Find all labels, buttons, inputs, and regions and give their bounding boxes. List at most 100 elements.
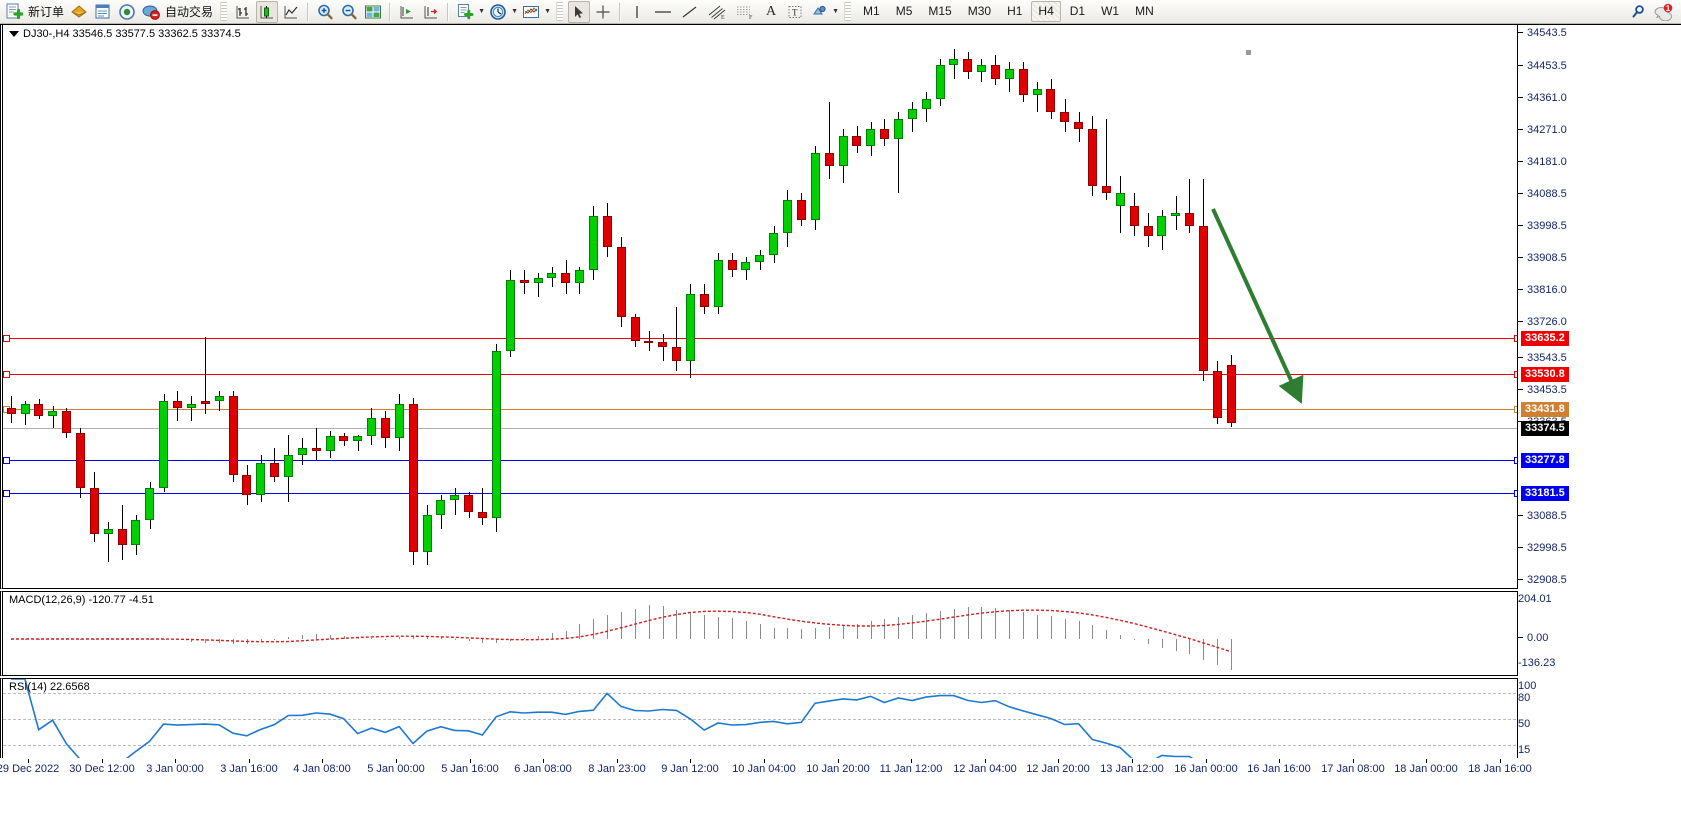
indicators-button[interactable]: [454, 1, 476, 23]
candle-body: [1185, 213, 1194, 227]
toolbar-grip[interactable]: [220, 2, 228, 21]
macd-histogram-bar: [316, 633, 317, 639]
chart-shift-button[interactable]: [396, 1, 418, 23]
level-line-resistance-upper[interactable]: [3, 335, 1517, 342]
zoom-out-button[interactable]: [338, 1, 360, 23]
trendline-icon: [682, 5, 697, 18]
level-handle-left[interactable]: [3, 335, 10, 342]
level-handle-right[interactable]: [1514, 490, 1517, 497]
level-handle-right[interactable]: [1514, 457, 1517, 464]
fibonacci-button[interactable]: F: [732, 1, 758, 23]
level-handle-left[interactable]: [3, 490, 10, 497]
indicators-dropdown-caret[interactable]: ▼: [478, 7, 485, 15]
price-scale[interactable]: 34543.5 34453.5 34361.0 34271.0 34181.0 …: [1518, 25, 1681, 758]
price-pane[interactable]: DJ30-,H4 33546.5 33577.5 33362.5 33374.5: [0, 25, 1518, 589]
equidistant-channel-button[interactable]: E: [704, 1, 730, 23]
crosshair-button[interactable]: [592, 1, 614, 23]
text-label-button[interactable]: T: [784, 1, 806, 23]
candle-wick: [205, 337, 206, 415]
templates-button[interactable]: [520, 1, 542, 23]
level-handle-left[interactable]: [3, 371, 10, 378]
candle-wick: [538, 273, 539, 297]
candle-body: [131, 520, 140, 546]
macd-histogram-bar: [205, 639, 206, 643]
bar-chart-button[interactable]: [232, 1, 254, 23]
timeframe-h4[interactable]: H4: [1031, 1, 1061, 22]
candle-body: [991, 65, 1000, 79]
market-watch-button[interactable]: [362, 1, 384, 23]
vertical-line-button[interactable]: [626, 1, 648, 23]
timeframe-d1[interactable]: D1: [1069, 4, 1086, 18]
time-axis-label: 29 Dec 2022: [0, 763, 60, 775]
price-badge-resistance-upper[interactable]: 33635.2: [1521, 331, 1569, 346]
collapse-triangle-icon[interactable]: [9, 31, 19, 38]
text-button[interactable]: A: [765, 3, 777, 19]
navigator-button[interactable]: [116, 1, 138, 23]
level-line-resistance-lower[interactable]: [3, 371, 1517, 378]
timeframe-mn[interactable]: MN: [1135, 4, 1154, 18]
line-chart-button[interactable]: [280, 1, 302, 23]
timeframe-m1[interactable]: M1: [863, 4, 880, 18]
cursor-button[interactable]: [568, 0, 591, 23]
chart-container[interactable]: DJ30-,H4 33546.5 33577.5 33362.5 33374.5: [0, 24, 1681, 827]
alerts-icon: 1: [1654, 3, 1673, 21]
toolbar-grip-2[interactable]: [556, 2, 564, 21]
candle-body: [755, 254, 764, 262]
price-badge-support-lower[interactable]: 33181.5: [1521, 486, 1569, 501]
zoom-in-button[interactable]: [314, 1, 336, 23]
candlestick-chart-button[interactable]: [256, 0, 279, 23]
periodicity-button[interactable]: [487, 1, 509, 23]
timeframe-m15[interactable]: M15: [928, 4, 952, 18]
macd-histogram-bar: [593, 619, 594, 639]
macd-histogram-bar: [1051, 616, 1052, 639]
autotrading-button[interactable]: [140, 1, 162, 23]
shapes-dropdown-caret[interactable]: ▼: [832, 7, 839, 15]
macd-histogram-bar: [926, 612, 927, 639]
level-line-support-upper[interactable]: [3, 457, 1517, 464]
level-handle-right[interactable]: [1514, 371, 1517, 378]
level-handle-right[interactable]: [1514, 406, 1517, 413]
toolbar-grip-3[interactable]: [844, 2, 852, 21]
level-line-support-lower[interactable]: [3, 490, 1517, 497]
candle-body: [159, 401, 168, 489]
timeframe-h1[interactable]: H1: [1007, 4, 1023, 18]
level-handle-right[interactable]: [1514, 335, 1517, 342]
time-axis-tick: [396, 759, 397, 763]
macd-histogram-bar: [1148, 639, 1149, 644]
time-axis-label: 4 Jan 08:00: [293, 763, 351, 775]
time-axis-tick: [1279, 759, 1280, 763]
level-handle-left[interactable]: [3, 457, 10, 464]
periodicity-dropdown-caret[interactable]: ▼: [511, 7, 518, 15]
candle-body: [936, 65, 945, 99]
bar-chart-icon: [236, 5, 250, 18]
price-badge-resistance-lower[interactable]: 33530.8: [1521, 367, 1569, 382]
macd-histogram-bar: [718, 616, 719, 639]
price-badge-current[interactable]: 33374.5: [1521, 421, 1569, 436]
expert-advisors-button[interactable]: [68, 1, 90, 23]
time-axis[interactable]: 29 Dec 2022 30 Dec 12:00 3 Jan 00:00 3 Jan …: [0, 759, 1681, 783]
search-button[interactable]: [1627, 1, 1649, 23]
macd-histogram-bar: [274, 639, 275, 640]
horizontal-line-button[interactable]: [650, 1, 676, 23]
time-axis-tick: [28, 759, 29, 763]
shapes-button[interactable]: [808, 1, 830, 23]
svg-text:F: F: [749, 15, 753, 21]
trendline-button[interactable]: [678, 1, 702, 23]
timeframe-m5[interactable]: M5: [895, 4, 913, 18]
timeframe-w1[interactable]: W1: [1101, 4, 1120, 18]
macd-pane[interactable]: MACD(12,26,9) -120.77 -4.51: [0, 591, 1518, 676]
templates-dropdown-caret[interactable]: ▼: [544, 7, 551, 15]
new-order-button[interactable]: [3, 1, 25, 23]
macd-histogram-bar: [510, 639, 511, 642]
timeframe-m30[interactable]: M30: [967, 4, 992, 18]
candle-wick: [829, 102, 830, 180]
price-badge-support-upper[interactable]: 33277.8: [1521, 453, 1569, 468]
rsi-pane[interactable]: RSI(14) 22.6568: [0, 678, 1518, 758]
data-window-button[interactable]: [92, 1, 114, 23]
auto-scroll-button[interactable]: [420, 1, 442, 23]
alerts-button[interactable]: 1: [1651, 1, 1675, 23]
rsi-tick-100: 100: [1518, 680, 1537, 692]
chart-scroll-marker[interactable]: [1246, 50, 1251, 55]
macd-histogram-bar: [774, 627, 775, 639]
price-badge-pivot[interactable]: 33431.8: [1521, 402, 1569, 417]
